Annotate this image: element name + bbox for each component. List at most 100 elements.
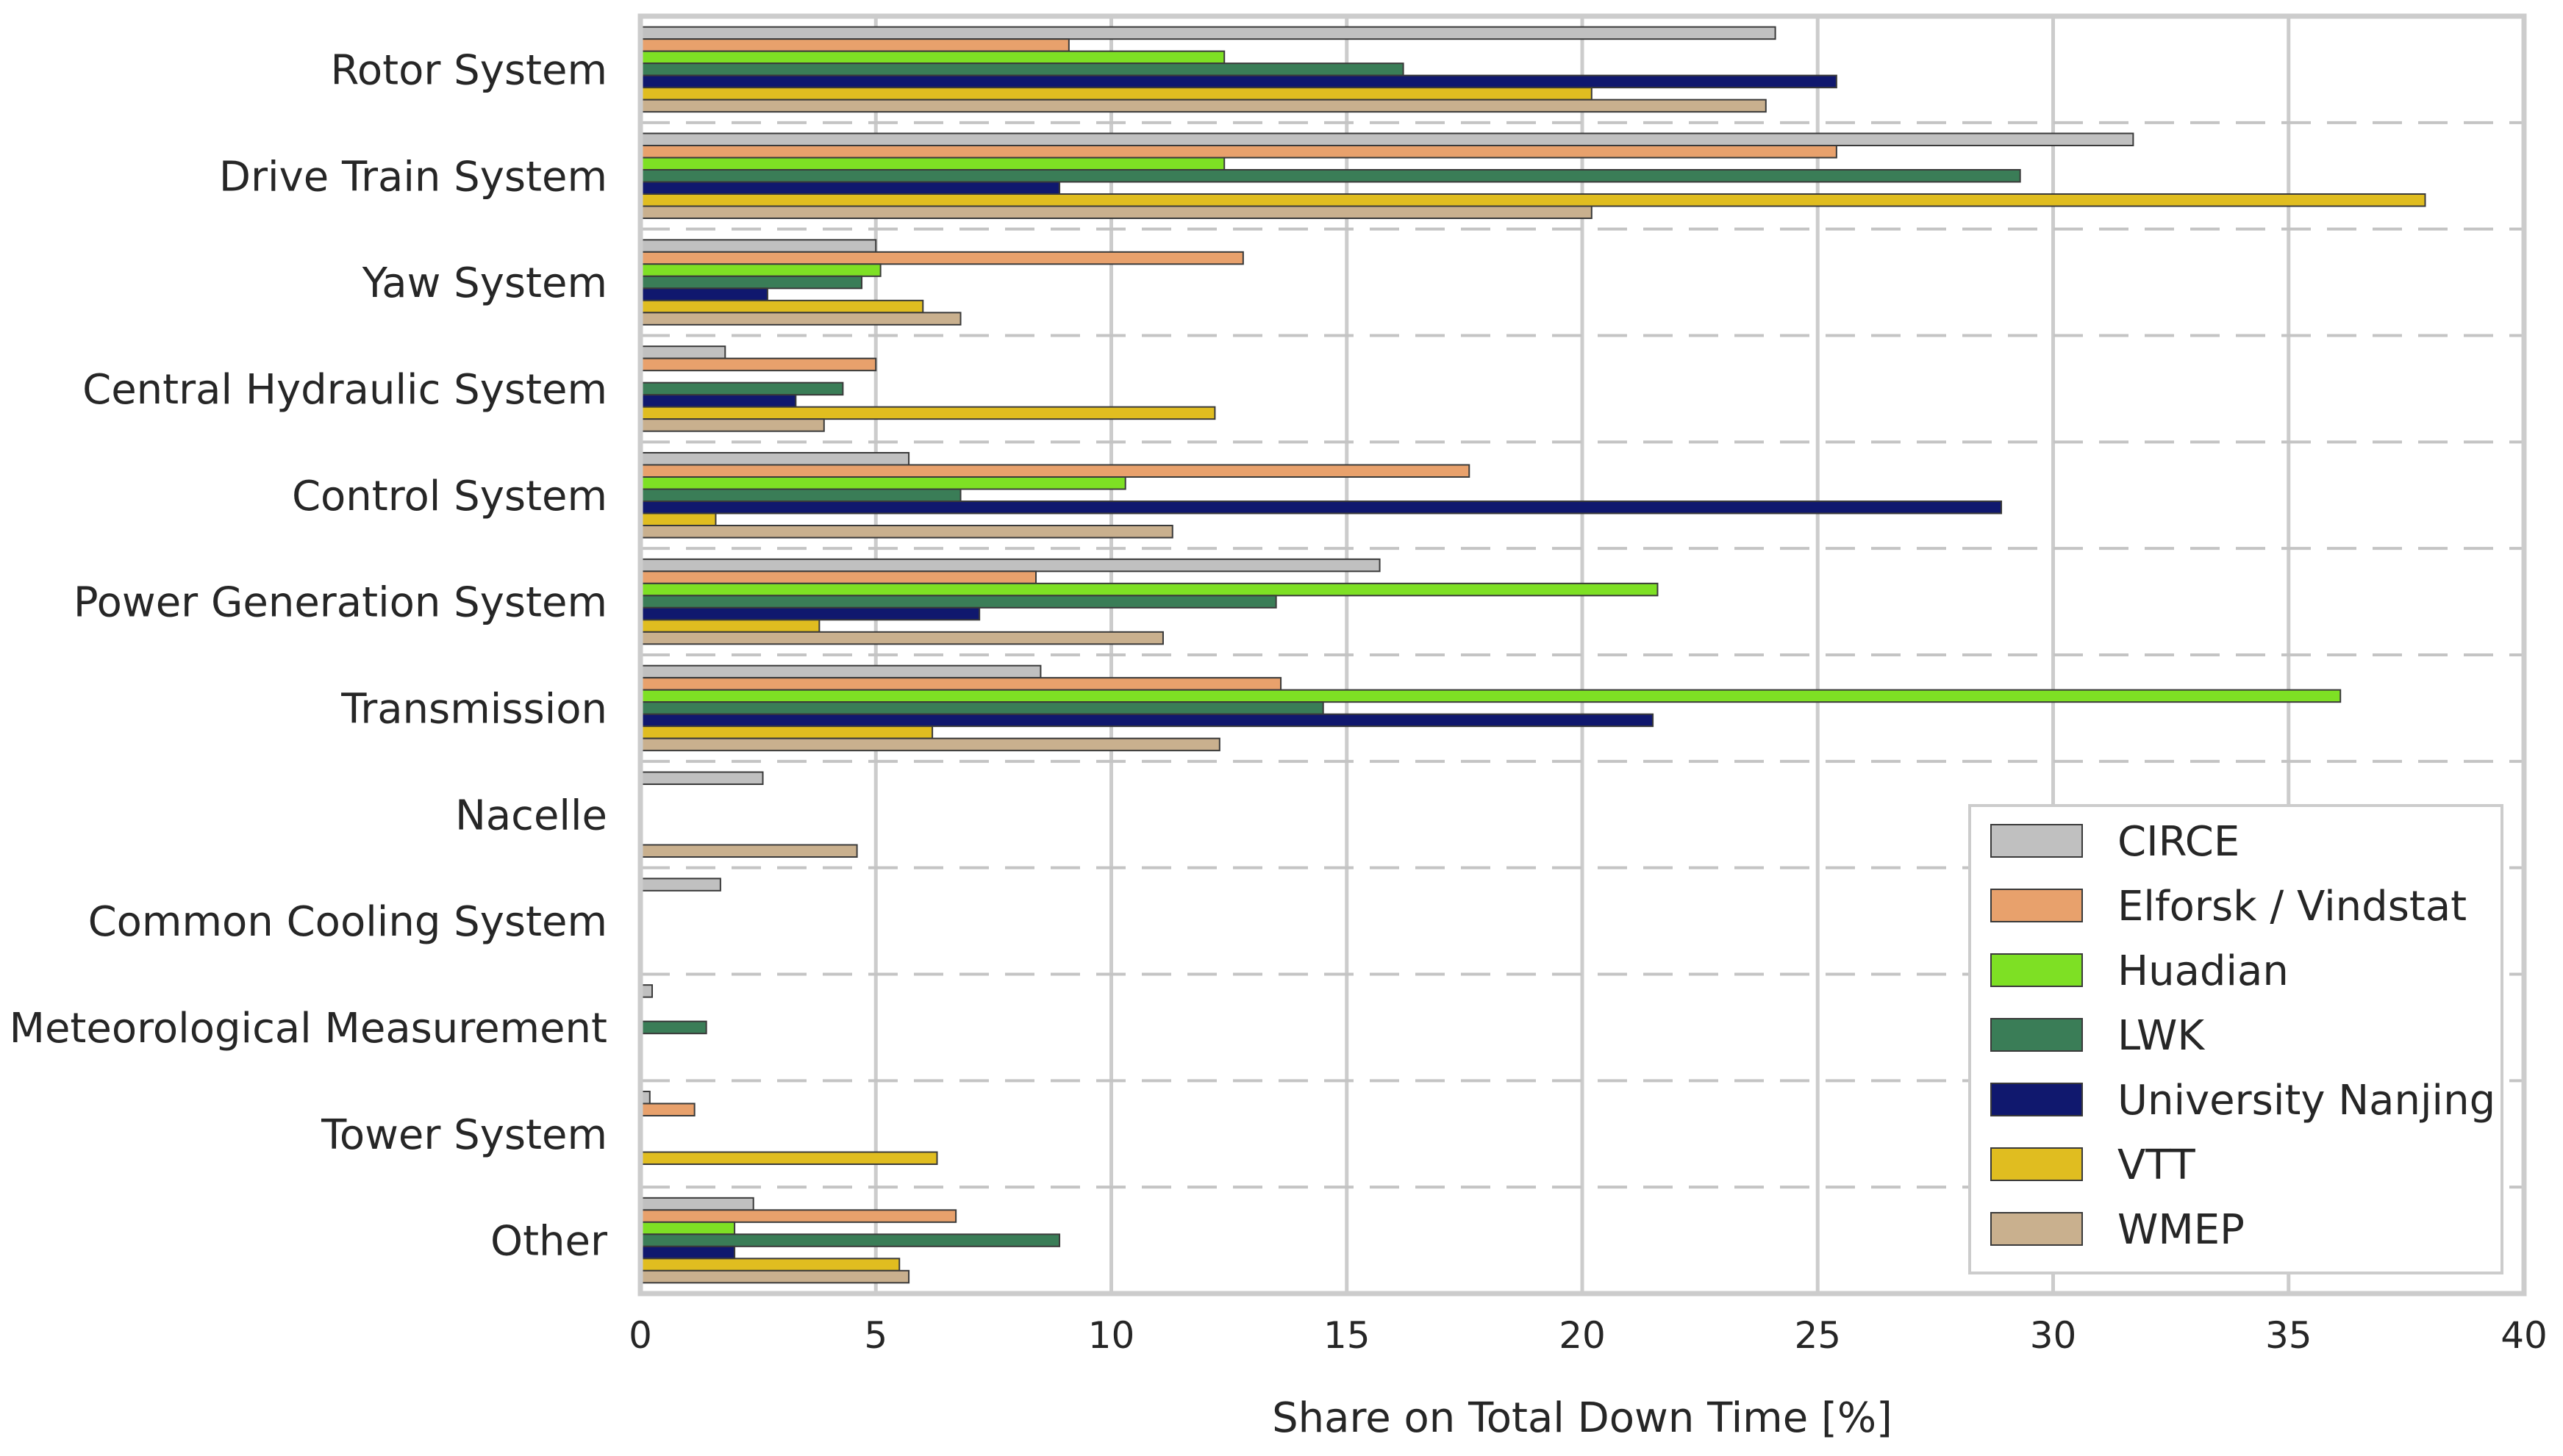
legend-label: LWK — [2117, 1012, 2205, 1060]
x-tick-label: 20 — [1559, 1314, 1606, 1357]
bar-huadian — [640, 1221, 736, 1236]
legend-swatch — [1990, 1083, 2083, 1116]
bar-elforsk-vindstat — [640, 145, 1837, 159]
bar-lwk — [640, 1020, 707, 1035]
category-labels: Rotor System Drive Train System Yaw System… — [10, 46, 608, 1265]
bar-elforsk-vindstat — [640, 570, 1037, 584]
bar-huadian — [640, 582, 1659, 597]
bar-university-nanjing — [640, 501, 2003, 514]
bar-elforsk-vindstat — [640, 1209, 957, 1223]
bar-lwk — [640, 62, 1404, 76]
bar-university-nanjing — [640, 606, 981, 621]
category-label: Power Generation System — [74, 579, 607, 627]
bar-university-nanjing — [640, 713, 1654, 728]
bar-elforsk-vindstat — [640, 1102, 696, 1116]
category-label: Rotor System — [330, 46, 607, 94]
bar-wmep — [640, 631, 1164, 645]
bar-elforsk-vindstat — [640, 357, 877, 372]
legend-label: Elforsk / Vindstat — [2117, 883, 2467, 930]
legend-label: CIRCE — [2117, 818, 2240, 866]
bar-vtt — [640, 193, 2426, 207]
bar-circe — [640, 1197, 754, 1211]
bar-circe — [640, 664, 1042, 679]
bar-university-nanjing — [640, 394, 797, 408]
category-label: Common Cooling System — [88, 898, 607, 946]
legend-label: Huadian — [2117, 947, 2289, 995]
bar-vtt — [640, 1258, 901, 1272]
bar-huadian — [640, 157, 1226, 171]
bar-circe — [640, 558, 1381, 573]
category-label: Meteorological Measurement — [10, 1005, 607, 1052]
category-label: Nacelle — [455, 792, 607, 839]
bar-wmep — [640, 98, 1767, 113]
bar-lwk — [640, 488, 962, 502]
bar-elforsk-vindstat — [640, 251, 1244, 265]
legend-label: VTT — [2117, 1141, 2196, 1189]
bar-university-nanjing — [640, 74, 1837, 89]
category-label: Yaw System — [362, 259, 607, 307]
bar-university-nanjing — [640, 181, 1061, 195]
bar-vtt — [640, 725, 934, 739]
bar-lwk — [640, 275, 863, 290]
bar-lwk — [640, 701, 1324, 715]
legend: CIRCE Elforsk / Vindstat Huadian LWK Univers… — [1968, 804, 2503, 1274]
bar-lwk — [640, 169, 2021, 183]
bar-elforsk-vindstat — [640, 677, 1282, 691]
bar-layer — [640, 26, 2426, 1284]
legend-label: University Nanjing — [2117, 1077, 2495, 1125]
bar-wmep — [640, 737, 1220, 752]
bar-wmep — [640, 844, 858, 858]
bar-lwk — [640, 1233, 1061, 1247]
x-tick-label: 10 — [1088, 1314, 1135, 1357]
x-tick-label: 40 — [2501, 1314, 2548, 1357]
x-tick-label: 35 — [2265, 1314, 2312, 1357]
bar-circe — [640, 26, 1776, 40]
x-tick-label: 0 — [629, 1314, 652, 1357]
bar-circe — [640, 345, 726, 359]
x-tick-label: 5 — [864, 1314, 887, 1357]
bar-wmep — [640, 418, 825, 432]
legend-items: CIRCE Elforsk / Vindstat Huadian LWK Univers… — [1990, 818, 2495, 1254]
bar-circe — [640, 132, 2134, 146]
x-tick-label: 15 — [1323, 1314, 1370, 1357]
legend-swatch — [1990, 1212, 2083, 1246]
category-label: Tower System — [321, 1111, 607, 1159]
legend-swatch — [1990, 1018, 2083, 1052]
category-label: Transmission — [340, 685, 607, 733]
legend-label: WMEP — [2117, 1206, 2245, 1254]
bar-circe — [640, 878, 721, 892]
plot-frame — [637, 13, 2527, 1297]
bar-elforsk-vindstat — [640, 464, 1470, 478]
bar-vtt — [640, 512, 717, 526]
bar-vtt — [640, 87, 1593, 101]
bar-vtt — [640, 299, 924, 314]
bar-huadian — [640, 476, 1126, 490]
category-label: Control System — [292, 473, 607, 520]
bar-wmep — [640, 1269, 910, 1284]
legend-swatch — [1990, 1147, 2083, 1181]
category-label: Central Hydraulic System — [82, 366, 607, 414]
bar-wmep — [640, 205, 1593, 219]
bar-circe — [640, 452, 910, 466]
category-label: Other — [490, 1218, 608, 1266]
bar-lwk — [640, 595, 1277, 609]
bar-wmep — [640, 312, 962, 326]
x-tick-labels: 0 5 10 15 20 25 30 35 40 — [629, 1314, 2548, 1357]
bar-wmep — [640, 525, 1173, 539]
x-tick-label: 25 — [1794, 1314, 1841, 1357]
legend-swatch — [1990, 889, 2083, 922]
bar-huadian — [640, 263, 882, 277]
bar-circe — [640, 239, 877, 253]
x-tick-label: 30 — [2030, 1314, 2077, 1357]
bar-elforsk-vindstat — [640, 38, 1070, 52]
legend-swatch — [1990, 824, 2083, 858]
bar-huadian — [640, 689, 2342, 703]
bar-vtt — [640, 406, 1216, 420]
x-axis-title: Share on Total Down Time [%] — [1272, 1394, 1892, 1442]
bar-vtt — [640, 619, 821, 633]
bar-circe — [640, 771, 764, 785]
bar-vtt — [640, 1151, 938, 1165]
bar-huadian — [640, 50, 1226, 65]
bar-university-nanjing — [640, 287, 768, 301]
